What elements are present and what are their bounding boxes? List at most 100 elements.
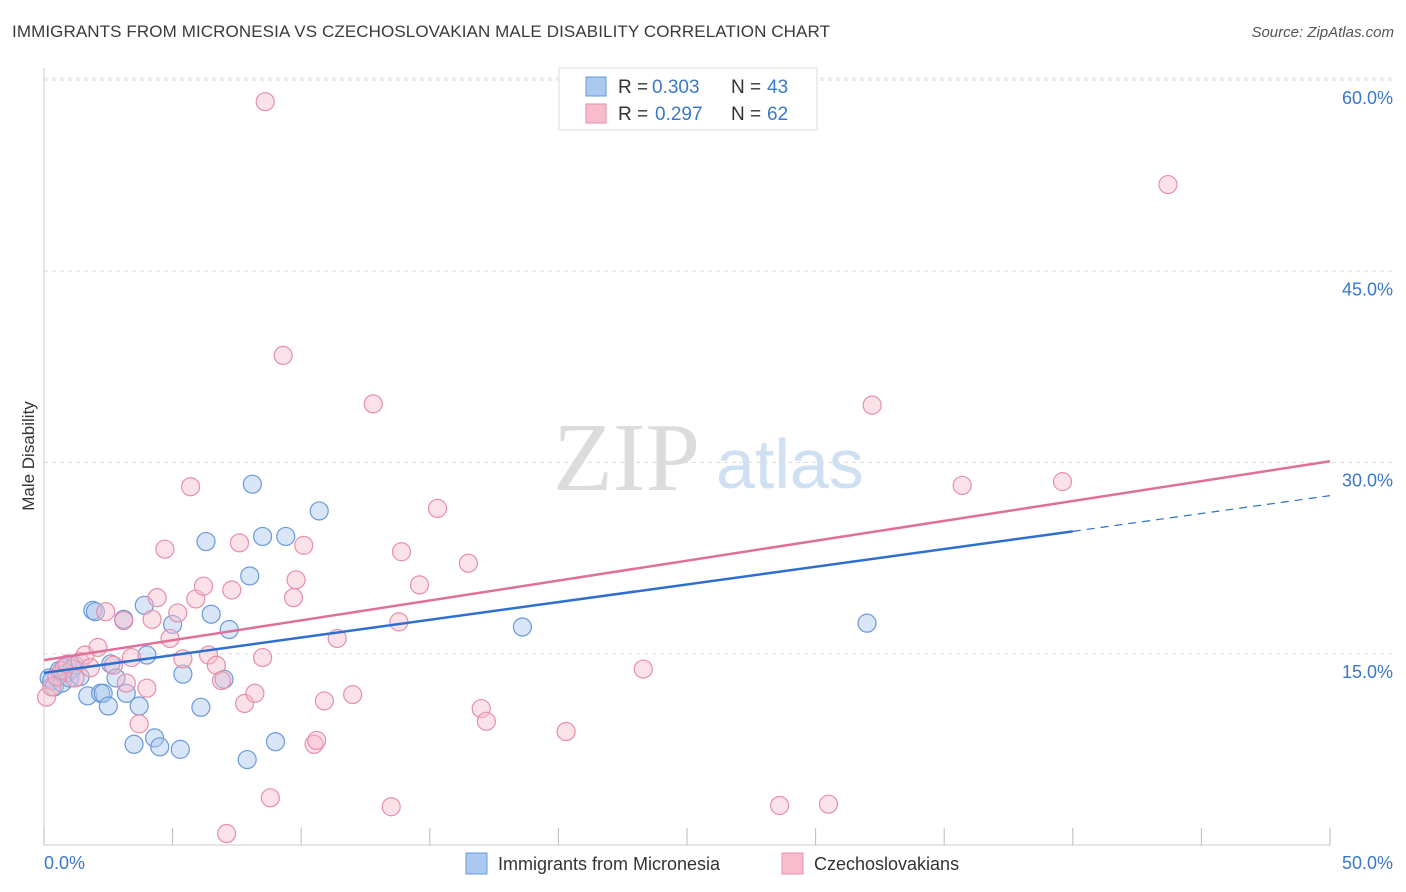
y-tick-label-60: 60.0% bbox=[1342, 88, 1393, 108]
micronesia-point-38 bbox=[253, 526, 273, 547]
czechoslovakians-point-52 bbox=[458, 553, 478, 573]
y-tick-label-45: 45.0% bbox=[1342, 279, 1393, 299]
czechoslovakians-point-37 bbox=[273, 345, 293, 365]
czechoslovakians-point-18 bbox=[147, 588, 167, 608]
czechoslovakians-point-59 bbox=[862, 395, 882, 415]
y-tick-labels: 15.0% 30.0% 45.0% 60.0% bbox=[1342, 88, 1393, 682]
x-tick-label-max: 50.0% bbox=[1342, 853, 1393, 873]
czechoslovakians-point-53 bbox=[471, 698, 491, 719]
czechoslovakians-point-28 bbox=[211, 670, 232, 691]
legend-swatch-blue bbox=[585, 76, 607, 97]
trend-line-micronesia-extension bbox=[1072, 495, 1331, 532]
czechoslovakians-point-49 bbox=[391, 542, 412, 562]
legend-swatch-pink bbox=[585, 103, 607, 124]
legend-n-label-blue: N = bbox=[731, 77, 761, 98]
legend-n-value-blue: 43 bbox=[767, 77, 788, 98]
legend-r-value-pink: 0.297 bbox=[655, 104, 703, 125]
czechoslovakians-point-47 bbox=[381, 797, 401, 817]
micronesia-point-27 bbox=[163, 614, 183, 635]
czechoslovakians-point-27 bbox=[206, 655, 226, 675]
czechoslovakians-point-57 bbox=[769, 795, 790, 816]
czechoslovakians-point-62 bbox=[1158, 174, 1178, 195]
watermark-atlas: atlas bbox=[716, 425, 864, 503]
micronesia-point-32 bbox=[201, 604, 221, 624]
micronesia-point-36 bbox=[240, 566, 260, 586]
czechoslovakians-point-36 bbox=[260, 788, 280, 808]
y-axis-label: Male Disability bbox=[19, 401, 38, 511]
micronesia-point-35 bbox=[237, 749, 257, 770]
micronesia-point-22 bbox=[129, 696, 149, 716]
czechoslovakians-point-31 bbox=[229, 533, 250, 553]
series-legend-swatch-blue bbox=[465, 852, 488, 875]
stats-legend: R = 0.303 N = 43 R = 0.297 N = 62 bbox=[558, 67, 818, 131]
czechoslovakians-point-19 bbox=[155, 539, 175, 559]
micronesia-point-13 bbox=[85, 602, 106, 622]
micronesia-point-21 bbox=[124, 734, 144, 754]
micronesia-point-37 bbox=[242, 474, 262, 494]
micronesia-point-30 bbox=[191, 697, 211, 717]
czechoslovakians-point-29 bbox=[217, 823, 237, 844]
czechoslovakians-point-43 bbox=[314, 691, 334, 711]
czechoslovakians-point-50 bbox=[409, 575, 430, 595]
micronesia-point-16 bbox=[98, 696, 118, 716]
czechoslovakians-point-39 bbox=[286, 570, 306, 590]
series-legend-label-pink: Czechoslovakians bbox=[814, 854, 959, 874]
czechoslovakians-point-30 bbox=[222, 580, 242, 600]
series-micronesia-points bbox=[39, 474, 877, 770]
czechoslovakians-point-14 bbox=[121, 647, 142, 668]
czechoslovakians-point-54 bbox=[476, 711, 496, 731]
czechoslovakians-point-60 bbox=[952, 475, 972, 496]
czechoslovakians-point-51 bbox=[427, 498, 448, 518]
legend-n-value-pink: 62 bbox=[767, 104, 788, 125]
micronesia-point-26 bbox=[150, 737, 170, 757]
source-label: Source: ZipAtlas.com bbox=[1251, 24, 1394, 41]
trend-line-czechoslovakians bbox=[43, 459, 1331, 662]
micronesia-point-40 bbox=[276, 526, 296, 547]
legend-r-value-blue: 0.303 bbox=[652, 77, 700, 98]
micronesia-point-20 bbox=[116, 683, 136, 703]
x-tick-label-min: 0.0% bbox=[44, 853, 85, 873]
czechoslovakians-point-34 bbox=[253, 647, 273, 668]
micronesia-point-25 bbox=[144, 728, 165, 748]
czechoslovakians-point-6 bbox=[70, 651, 90, 672]
trend-lines bbox=[43, 459, 1331, 675]
legend-r-label-pink: R = bbox=[618, 104, 648, 125]
micronesia-point-29 bbox=[173, 664, 193, 684]
czechoslovakians-point-15 bbox=[129, 714, 149, 734]
series-legend-swatch-pink bbox=[781, 852, 804, 875]
micronesia-point-43 bbox=[857, 613, 877, 633]
czechoslovakians-point-45 bbox=[343, 684, 363, 705]
czechoslovakians-point-12 bbox=[114, 610, 134, 631]
micronesia-point-41 bbox=[309, 501, 329, 521]
czechoslovakians-point-38 bbox=[283, 588, 304, 608]
y-tick-label-15: 15.0% bbox=[1342, 662, 1393, 682]
legend-r-label-blue: R = bbox=[618, 77, 648, 98]
czechoslovakians-point-55 bbox=[556, 721, 576, 742]
czechoslovakians-point-61 bbox=[1052, 472, 1073, 492]
y-tick-label-30: 30.0% bbox=[1342, 471, 1393, 491]
micronesia-point-42 bbox=[512, 617, 532, 637]
czechoslovakians-point-13 bbox=[116, 673, 136, 693]
czechoslovakians-point-33 bbox=[245, 683, 265, 703]
x-axis-ticks bbox=[43, 828, 1331, 845]
czechoslovakians-point-56 bbox=[633, 659, 653, 679]
micronesia-point-39 bbox=[265, 732, 286, 752]
czechoslovakians-point-1 bbox=[42, 677, 62, 697]
series-legend: Immigrants from Micronesia Czechoslovaki… bbox=[465, 852, 959, 875]
micronesia-point-28 bbox=[170, 739, 190, 759]
czechoslovakians-point-23 bbox=[181, 477, 201, 497]
czechoslovakians-point-40 bbox=[294, 535, 314, 555]
czechoslovakians-point-5 bbox=[65, 668, 85, 688]
czechoslovakians-point-46 bbox=[363, 394, 383, 414]
czechoslovakians-point-17 bbox=[142, 609, 162, 629]
watermark-zip: ZIP bbox=[553, 404, 700, 512]
czechoslovakians-point-32 bbox=[235, 693, 255, 714]
czechoslovakians-point-48 bbox=[389, 612, 409, 632]
czechoslovakians-point-35 bbox=[255, 92, 275, 112]
legend-n-label-pink: N = bbox=[731, 104, 761, 125]
czechoslovakians-point-0 bbox=[36, 687, 57, 707]
micronesia-point-15 bbox=[93, 683, 113, 703]
czechoslovakians-point-58 bbox=[818, 794, 839, 814]
chart-title: IMMIGRANTS FROM MICRONESIA VS CZECHOSLOV… bbox=[12, 22, 831, 41]
